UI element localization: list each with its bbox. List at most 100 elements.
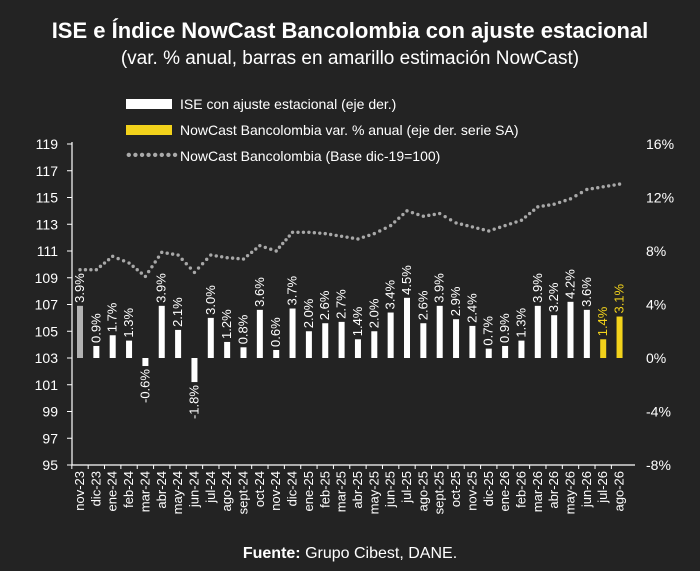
ise-bar-label: 0.9% <box>497 313 512 343</box>
ise-bar <box>207 317 214 358</box>
left-tick-label: 109 <box>35 270 59 286</box>
right-tick-label: -4% <box>646 404 671 420</box>
left-tick-label: 95 <box>42 457 58 473</box>
x-tick-label: nov-25 <box>464 471 479 511</box>
ise-bar-label: -0.6% <box>137 369 152 403</box>
ise-bar <box>240 347 247 358</box>
index-line-dot <box>410 210 415 215</box>
left-tick-label: 113 <box>36 216 59 232</box>
ise-bar-label: 0.8% <box>236 314 251 344</box>
left-tick-label: 117 <box>36 163 59 179</box>
index-line-dot <box>568 197 573 201</box>
index-line-dot <box>150 265 154 269</box>
x-tick-label: nov-24 <box>268 471 283 511</box>
ise-bar <box>175 329 182 358</box>
ise-bar <box>224 341 231 358</box>
ise-bar <box>583 309 590 358</box>
index-line-dot <box>188 266 193 270</box>
right-tick-label: -8% <box>646 457 671 473</box>
index-line-dot <box>454 221 458 225</box>
ise-bar-label: 4.5% <box>399 265 414 295</box>
index-line-dot <box>416 212 420 217</box>
ise-bar <box>142 358 149 367</box>
right-tick-label: 0% <box>646 350 666 366</box>
x-tick-label: sept-24 <box>236 471 251 514</box>
x-tick-label: jul-25 <box>399 471 414 504</box>
x-tick-label: sept-25 <box>432 471 447 514</box>
x-tick-label: ene-25 <box>301 471 316 511</box>
index-line-dot <box>116 256 120 261</box>
ise-bar-label: 1.4% <box>350 306 365 336</box>
ise-bar <box>404 297 410 358</box>
ise-bar-label: 3.9% <box>432 273 447 303</box>
index-line-dot <box>135 268 139 272</box>
ise-bar <box>354 339 361 358</box>
x-tick-label: jul-26 <box>595 471 610 504</box>
ise-bar <box>469 325 476 358</box>
index-line-dot <box>617 182 622 186</box>
legend-item-nowcast-index: •••••••• NowCast Bancolombia (Base dic-1… <box>126 147 441 165</box>
x-tick-label: jul-24 <box>203 471 218 504</box>
x-tick-label: nov-23 <box>72 471 87 511</box>
x-tick-label: jun-24 <box>186 471 201 508</box>
index-line-dot <box>127 261 131 265</box>
ise-bar <box>256 309 263 358</box>
ise-bar-label: 3.6% <box>579 277 594 307</box>
x-tick-label: jun-25 <box>383 471 398 508</box>
index-line-dot <box>121 259 126 263</box>
ise-bar-label: 1.2% <box>219 309 234 339</box>
ise-bar-label: 2.1% <box>170 297 185 327</box>
index-line-dot <box>532 208 536 212</box>
index-line-dot <box>492 227 496 231</box>
index-line-dot <box>527 211 532 216</box>
x-tick-label: feb-25 <box>317 471 332 508</box>
ise-bar-label: 0.6% <box>268 317 283 347</box>
index-line-dot <box>378 229 382 233</box>
index-line-dot <box>421 214 426 218</box>
legend-label-nowcast-index: NowCast Bancolombia (Base dic-19=100) <box>180 148 441 164</box>
index-line-dot <box>196 266 201 270</box>
legend-item-nowcast-bars: NowCast Bancolombia var. % anual (eje de… <box>126 122 519 138</box>
index-line-dot <box>367 233 371 238</box>
ise-bar <box>126 340 133 358</box>
x-tick-label: may-24 <box>170 471 185 514</box>
right-tick-label: 12% <box>646 190 674 206</box>
ise-bar <box>436 305 443 358</box>
index-line-dot <box>184 262 188 266</box>
ise-bar-label: 3.7% <box>285 275 300 305</box>
legend-swatch-nowcast-index: •••••••• <box>126 147 179 164</box>
ise-bar-label: 1.3% <box>121 308 136 338</box>
index-line-dot <box>465 223 469 228</box>
ise-bar <box>305 331 312 358</box>
left-tick-label: 119 <box>36 136 59 152</box>
index-line-dot <box>388 223 393 228</box>
ise-bar-label: 3.9% <box>72 273 87 303</box>
index-line-dot <box>307 230 311 234</box>
ise-bar-label: 2.4% <box>464 293 479 323</box>
index-line-dot <box>220 255 224 259</box>
index-line-dot <box>258 243 262 248</box>
x-tick-label: dic-24 <box>285 471 300 506</box>
index-line-dot <box>89 268 93 272</box>
index-line-dot <box>83 268 88 272</box>
index-line-dot <box>214 254 218 258</box>
x-tick-label: dic-25 <box>481 471 496 506</box>
legend-label-ise: ISE con ajuste estacional (eje der.) <box>180 96 397 112</box>
index-line-dot <box>160 250 164 255</box>
x-tick-label: abr-26 <box>546 471 561 509</box>
legend-item-ise: ISE con ajuste estacional (eje der.) <box>126 96 396 112</box>
ise-bar <box>158 305 165 358</box>
index-line-dot <box>514 220 518 224</box>
x-tick-label: mar-25 <box>334 471 349 512</box>
index-line-dot <box>612 183 616 187</box>
x-tick-label: ago-25 <box>415 471 430 511</box>
ise-bar <box>551 315 558 358</box>
x-tick-label: jun-26 <box>579 471 594 508</box>
ise-bar-label: 1.3% <box>513 308 528 338</box>
index-line-dot <box>438 211 442 216</box>
index-line-dot <box>200 262 205 266</box>
ise-bar-label: 2.0% <box>366 298 381 328</box>
ise-bar-label: 3.2% <box>546 282 561 312</box>
ise-bar-label: 3.9% <box>154 273 169 303</box>
